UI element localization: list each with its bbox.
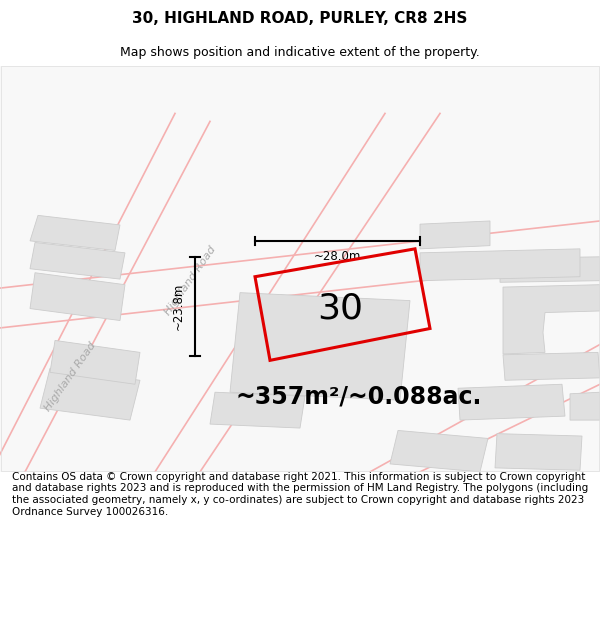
Polygon shape xyxy=(500,257,600,282)
Text: ~357m²/~0.088ac.: ~357m²/~0.088ac. xyxy=(235,384,481,408)
Text: Map shows position and indicative extent of the property.: Map shows position and indicative extent… xyxy=(120,46,480,59)
Text: ~28.0m: ~28.0m xyxy=(314,251,361,263)
Polygon shape xyxy=(0,66,600,472)
Polygon shape xyxy=(210,392,305,428)
Polygon shape xyxy=(230,292,410,400)
Polygon shape xyxy=(30,272,125,321)
Text: Contains OS data © Crown copyright and database right 2021. This information is : Contains OS data © Crown copyright and d… xyxy=(12,472,588,517)
Polygon shape xyxy=(30,216,120,251)
Polygon shape xyxy=(458,384,565,420)
Polygon shape xyxy=(390,431,488,472)
Text: Highland Road: Highland Road xyxy=(43,340,98,412)
Polygon shape xyxy=(420,221,490,249)
Polygon shape xyxy=(570,392,600,420)
Text: Highland Road: Highland Road xyxy=(163,244,218,317)
Text: ~23.8m: ~23.8m xyxy=(172,283,185,330)
Polygon shape xyxy=(50,341,140,384)
Polygon shape xyxy=(503,352,600,380)
Polygon shape xyxy=(503,284,600,354)
Polygon shape xyxy=(30,242,125,279)
Polygon shape xyxy=(495,434,582,470)
Polygon shape xyxy=(40,368,140,420)
Polygon shape xyxy=(420,249,580,281)
Text: 30, HIGHLAND ROAD, PURLEY, CR8 2HS: 30, HIGHLAND ROAD, PURLEY, CR8 2HS xyxy=(133,11,467,26)
Text: 30: 30 xyxy=(317,292,363,326)
